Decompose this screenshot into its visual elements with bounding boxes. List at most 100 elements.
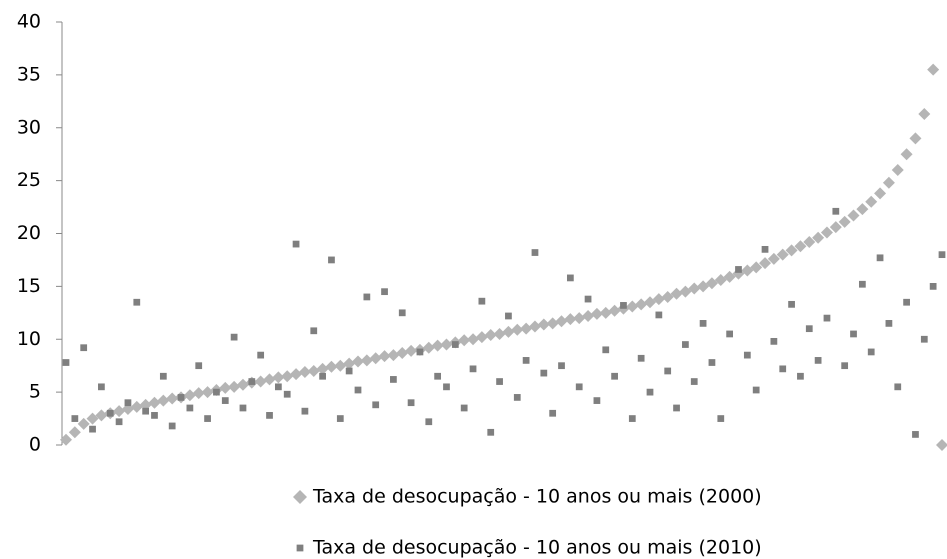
point (407, 399, 415, 407)
point (705, 277, 718, 290)
point (360, 354, 373, 367)
point (814, 357, 822, 364)
point (717, 415, 725, 422)
point (343, 357, 356, 370)
point (319, 372, 326, 380)
point (865, 195, 878, 208)
point (363, 293, 371, 301)
point (858, 280, 866, 288)
point (602, 346, 610, 354)
point (354, 386, 362, 394)
point (369, 352, 382, 365)
point (352, 355, 364, 368)
point (422, 341, 435, 354)
point (652, 293, 665, 306)
point (528, 320, 541, 333)
point (850, 330, 857, 338)
point (469, 365, 477, 373)
point (690, 378, 698, 385)
point (723, 270, 736, 283)
point (522, 357, 530, 364)
point (832, 207, 840, 215)
point (186, 404, 194, 412)
point (336, 415, 344, 422)
point (555, 315, 568, 328)
point (867, 348, 875, 356)
point (381, 288, 388, 296)
point (912, 431, 919, 438)
point (936, 439, 947, 451)
point (378, 350, 391, 363)
point (113, 405, 126, 418)
point (531, 249, 539, 256)
point (405, 344, 418, 357)
point (496, 378, 503, 385)
point (263, 373, 276, 386)
point (183, 389, 196, 402)
point (316, 362, 329, 375)
point (797, 372, 804, 380)
point (124, 399, 132, 407)
point (628, 415, 636, 422)
point (502, 325, 515, 338)
point (726, 330, 734, 338)
point (115, 418, 123, 426)
point (770, 337, 778, 345)
point (236, 378, 249, 391)
legend-label: Taxa de desocupação - 10 anos ou mais (2… (312, 486, 762, 508)
point (159, 372, 167, 380)
point (520, 322, 533, 335)
point (688, 282, 701, 295)
point (451, 341, 459, 348)
point (487, 428, 495, 436)
point (431, 339, 444, 352)
y-tick-label: 35 (17, 63, 41, 85)
point (699, 320, 707, 327)
point (219, 381, 232, 394)
point (192, 387, 205, 400)
point (493, 327, 506, 340)
point (573, 312, 586, 325)
point (460, 404, 468, 412)
point (876, 254, 884, 262)
point (396, 346, 409, 359)
y-tick-label: 0 (29, 434, 41, 456)
point (776, 248, 789, 261)
point (882, 176, 895, 189)
point (298, 366, 311, 379)
point (847, 209, 860, 222)
point (511, 323, 524, 336)
point (608, 304, 621, 317)
point (682, 341, 689, 348)
point (328, 256, 335, 264)
point (885, 320, 893, 327)
point (272, 371, 285, 384)
point (230, 333, 238, 341)
point (558, 362, 565, 370)
point (735, 266, 742, 273)
point (708, 359, 716, 366)
point (98, 383, 105, 391)
point (820, 226, 833, 239)
point (743, 351, 751, 359)
point (584, 295, 592, 303)
point (221, 397, 229, 404)
point (646, 388, 654, 396)
y-tick-label: 20 (17, 222, 41, 244)
point (929, 283, 937, 290)
point (566, 274, 574, 282)
point (254, 375, 267, 388)
y-tick-label: 40 (17, 11, 41, 33)
point (927, 63, 940, 76)
point (62, 359, 70, 366)
point (750, 261, 763, 274)
point (204, 415, 211, 422)
y-tick-label: 15 (17, 275, 41, 297)
point (148, 396, 161, 409)
point (274, 383, 282, 391)
point (372, 401, 380, 409)
y-tick-label: 10 (17, 328, 41, 350)
point (513, 394, 521, 401)
point (611, 372, 618, 380)
